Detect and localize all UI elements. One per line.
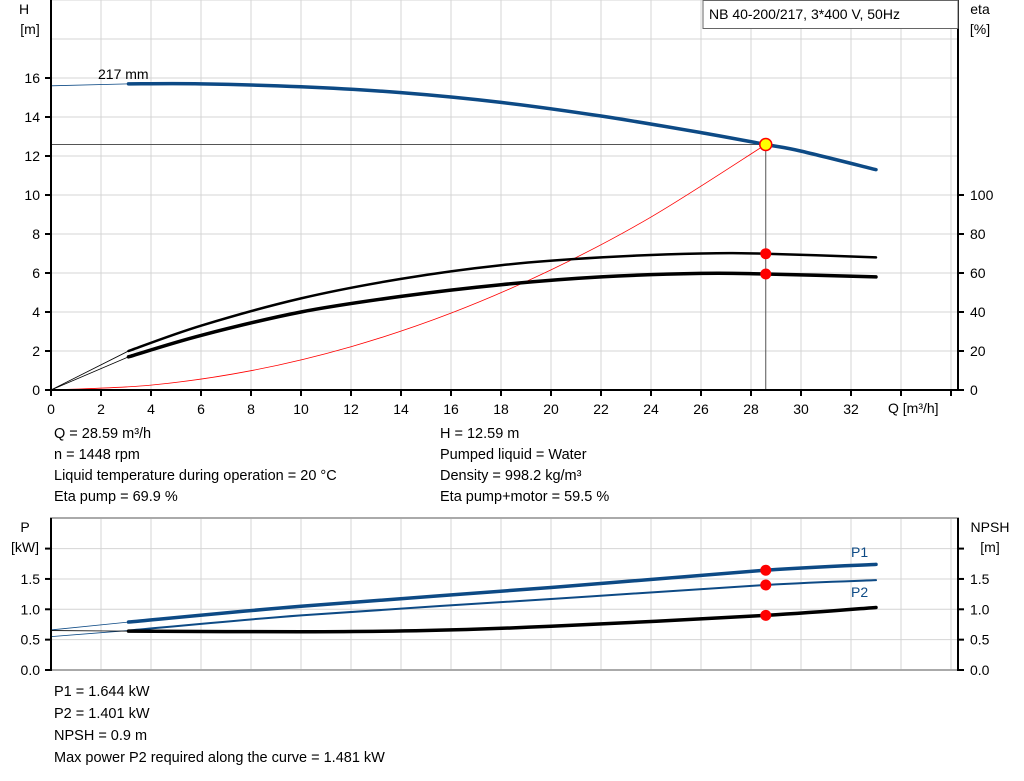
npsh-curve-extension — [50, 630, 129, 632]
head-curve — [126, 81, 878, 172]
y2-axis-name: eta — [970, 1, 990, 17]
info-speed: n = 1448 rpm — [54, 447, 140, 463]
top-chart-grid — [51, 0, 958, 390]
p1-curve-extension — [50, 621, 129, 631]
p1-marker — [760, 564, 772, 576]
y-tick-label: 10 — [24, 187, 40, 203]
x-tick-label: 22 — [593, 401, 609, 417]
p2-marker — [760, 579, 772, 591]
p2-curve-extension — [50, 630, 129, 638]
y2-tick-label: 60 — [970, 265, 986, 281]
y2-tick-label: 80 — [970, 226, 986, 242]
npsh-axis-name: NPSH — [971, 519, 1010, 535]
p-axis-name: P — [20, 519, 29, 535]
x-tick-label: 18 — [493, 401, 509, 417]
info-p2: P2 = 1.401 kW — [54, 706, 150, 722]
operating-point-markers — [759, 137, 773, 621]
x-tick-label: 16 — [443, 401, 459, 417]
npsh-tick-label: 0.0 — [970, 662, 990, 678]
series-label-p2: P2 — [851, 584, 868, 600]
y2-axis-unit: [%] — [970, 21, 990, 37]
npsh-tick-label: 1.0 — [970, 601, 990, 617]
info-p1: P1 = 1.644 kW — [54, 684, 150, 700]
x-tick-label: 24 — [643, 401, 659, 417]
y-tick-label: 12 — [24, 148, 40, 164]
eta-pump-motor-marker — [760, 268, 772, 280]
info-density: Density = 998.2 kg/m³ — [440, 468, 582, 484]
p-tick-label: 1.5 — [21, 571, 41, 587]
info-top-left: Q = 28.59 m³/h n = 1448 rpm Liquid tempe… — [54, 424, 337, 508]
info-max-p2: Max power P2 required along the curve = … — [54, 750, 385, 766]
head-curve-extension — [50, 83, 129, 87]
x-tick-label: 26 — [693, 401, 709, 417]
y-axis-unit: [m] — [20, 21, 39, 37]
info-eta-pump-motor: Eta pump+motor = 59.5 % — [440, 489, 610, 505]
y2-tick-label: 0 — [970, 382, 978, 398]
impeller-diameter-label: 217 mm — [98, 66, 149, 82]
eta-pump-curve-extension — [50, 350, 129, 391]
axes: 0 2 4 6 8 10 12 14 16 18 20 22 24 26 28 30 3202468101214… — [21, 0, 994, 678]
info-temperature: Liquid temperature during operation = 20… — [54, 468, 337, 484]
y-tick-label: 4 — [32, 304, 40, 320]
info-npsh: NPSH = 0.9 m — [54, 728, 148, 744]
title-box — [702, 0, 959, 29]
p-axis-unit: [kW] — [11, 539, 39, 555]
x-tick-label: 14 — [393, 401, 409, 417]
x-axis-label: Q [m³/h] — [888, 400, 939, 416]
y-tick-label: 0 — [32, 382, 40, 398]
chart-title: NB 40-200/217, 3*400 V, 50Hz — [709, 6, 900, 22]
bottom-chart-grid — [50, 517, 959, 671]
eta-pump-motor-curve — [126, 271, 878, 359]
eta-pump-marker — [760, 248, 772, 260]
p-tick-label: 1.0 — [21, 601, 41, 617]
info-bottom: P1 = 1.644 kW P2 = 1.401 kW NPSH = 0.9 m… — [54, 681, 385, 769]
y2-tick-label: 40 — [970, 304, 986, 320]
y-tick-label: 2 — [32, 343, 40, 359]
info-top-right: H = 12.59 m Pumped liquid = Water Densit… — [440, 424, 609, 508]
npsh-marker — [760, 609, 772, 621]
info-eta-pump: Eta pump = 69.9 % — [54, 489, 178, 505]
x-tick-label: 6 — [197, 401, 205, 417]
p2-curve — [127, 579, 877, 632]
y-tick-label: 14 — [24, 109, 40, 125]
operating-point-marker — [759, 137, 773, 152]
npsh-tick-label: 1.5 — [970, 571, 990, 587]
npsh-tick-label: 0.5 — [970, 632, 990, 648]
eta-pump-curve — [127, 251, 878, 353]
p-tick-label: 0.0 — [21, 662, 41, 678]
eta-pump-motor-curve-extension — [50, 356, 129, 391]
info-head: H = 12.59 m — [440, 426, 520, 442]
x-tick-label: 2 — [97, 401, 105, 417]
x-tick-label: 32 — [843, 401, 859, 417]
x-tick-label: 10 — [293, 401, 309, 417]
bottom-chart-frame — [50, 517, 959, 671]
y2-tick-label: 100 — [970, 187, 994, 203]
x-tick-label: 4 — [147, 401, 155, 417]
x-tick-label: 28 — [743, 401, 759, 417]
x-tick-label: 12 — [343, 401, 359, 417]
system-curve — [50, 144, 766, 391]
npsh-axis-unit: [m] — [980, 539, 999, 555]
y-tick-label: 16 — [24, 70, 40, 86]
info-liquid: Pumped liquid = Water — [440, 447, 587, 463]
p1-curve — [126, 562, 878, 624]
curves — [50, 81, 878, 638]
x-tick-label: 0 — [47, 401, 55, 417]
x-tick-label: 8 — [247, 401, 255, 417]
y-axis-name: H — [19, 1, 29, 17]
y-tick-label: 6 — [32, 265, 40, 281]
info-flow: Q = 28.59 m³/h — [54, 426, 152, 442]
x-tick-label: 30 — [793, 401, 809, 417]
y2-tick-label: 20 — [970, 343, 986, 359]
p-tick-label: 0.5 — [21, 632, 41, 648]
y-tick-label: 8 — [32, 226, 40, 242]
series-label-p1: P1 — [851, 544, 868, 560]
x-tick-label: 20 — [543, 401, 559, 417]
